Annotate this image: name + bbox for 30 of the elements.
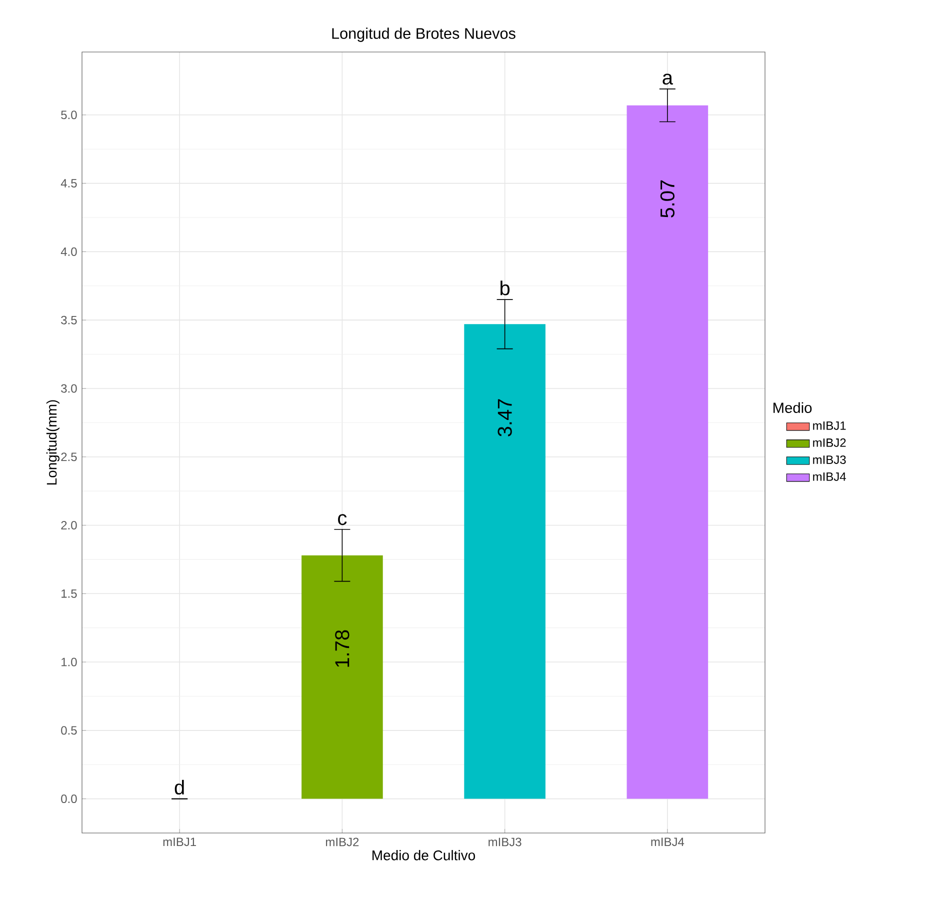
y-axis-title: Longitud(mm) [46,400,60,485]
y-tick-label: 1.5 [62,589,77,598]
x-tick-label: mIBJ1 [163,838,196,846]
annotation: b [500,280,510,296]
chart-title: Longitud de Brotes Nuevos [332,28,516,42]
x-axis-title: Medio de Cultivo [372,850,476,860]
x-tick-label: mIBJ4 [651,838,684,846]
legend-label: mIBJ2 [813,438,846,447]
annotation: d [174,780,184,795]
y-tick-label: 2.5 [61,452,77,462]
data-label: 1.78 [335,630,350,667]
y-tick-label: 3.0 [61,384,77,393]
legend-label: mIBJ1 [813,422,846,430]
y-tick-label: 1.0 [62,658,77,666]
legend-label: mIBJ3 [813,455,846,464]
x-tick-label: mIBJ3 [488,838,522,846]
legend-title: Medio [774,402,812,413]
annotation: a [662,74,673,85]
data-label: 5.07 [660,180,675,218]
y-tick-label: 0.0 [61,794,77,804]
y-tick-label: 4.5 [60,179,77,188]
annotation: c [338,514,347,526]
y-tick-label: 4.0 [60,247,77,256]
legend-label: mIBJ4 [813,472,846,481]
y-tick-label: 3.5 [61,316,77,324]
y-tick-label: 5.0 [61,110,77,120]
data-label: 3.47 [498,399,512,436]
y-tick-label: 2.0 [61,520,77,530]
y-tick-label: 0.5 [61,726,77,735]
x-tick-label: mIBJ2 [326,838,359,846]
